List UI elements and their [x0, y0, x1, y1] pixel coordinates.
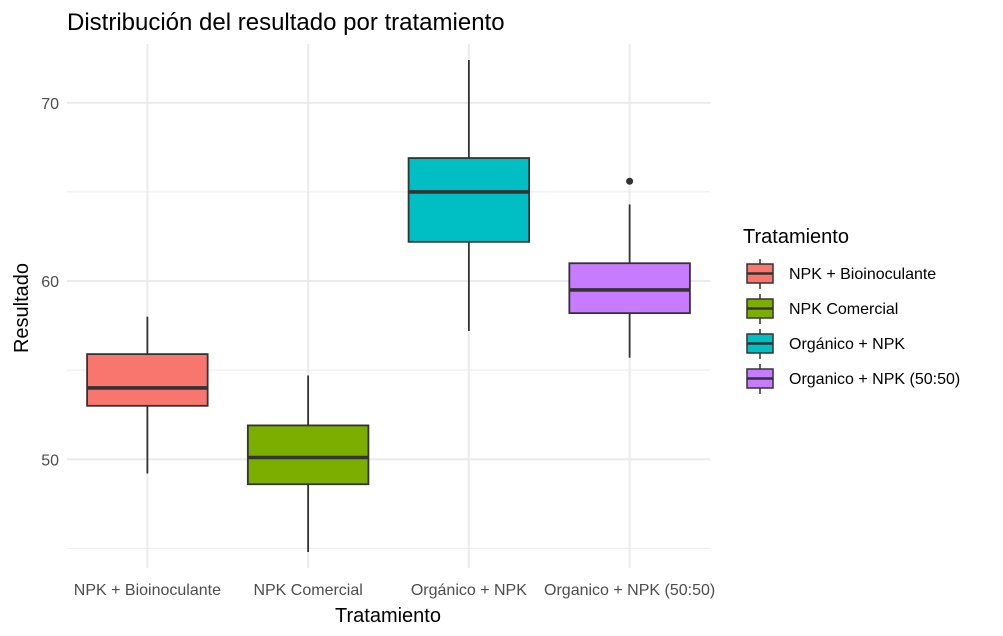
- legend-label: NPK Comercial: [789, 301, 898, 318]
- x-tick-label: NPK + Bioinoculante: [74, 582, 221, 599]
- box-2: [246, 375, 370, 552]
- y-tick-label: 50: [41, 452, 59, 469]
- legend-item: Orgánico + NPK: [746, 329, 905, 359]
- y-axis-title: Resultado: [11, 263, 33, 353]
- legend-label: Orgánico + NPK: [789, 336, 905, 353]
- legend-item: NPK + Bioinoculante: [746, 259, 936, 289]
- x-tick-label: Organico + NPK (50:50): [544, 582, 715, 599]
- box-iqr: [246, 424, 370, 486]
- box-iqr: [86, 353, 209, 407]
- box-iqr: [407, 157, 531, 243]
- y-axis-ticks: 50 60 70: [41, 96, 59, 469]
- y-tick-label: 70: [41, 96, 59, 113]
- chart-title: Distribución del resultado por tratamien…: [67, 9, 505, 36]
- legend-item: Organico + NPK (50:50): [746, 364, 960, 394]
- box-1: [86, 316, 209, 474]
- x-tick-label: Orgánico + NPK: [411, 582, 527, 599]
- legend-label: Organico + NPK (50:50): [789, 371, 960, 388]
- box-4: [568, 177, 691, 358]
- boxes: [86, 60, 691, 552]
- legend-label: NPK + Bioinoculante: [789, 266, 936, 283]
- x-axis-title: Tratamiento: [335, 605, 441, 627]
- legend: Tratamiento NPK + Bioinoculante NPK Comer…: [743, 226, 960, 394]
- box-3: [407, 60, 531, 331]
- y-tick-label: 60: [41, 274, 59, 291]
- legend-title: Tratamiento: [743, 226, 849, 248]
- x-tick-label: NPK Comercial: [253, 582, 362, 599]
- outlier-point: [626, 177, 634, 185]
- x-axis-ticks: NPK + Bioinoculante NPK Comercial Orgánico…: [74, 582, 715, 599]
- legend-item: NPK Comercial: [746, 294, 898, 324]
